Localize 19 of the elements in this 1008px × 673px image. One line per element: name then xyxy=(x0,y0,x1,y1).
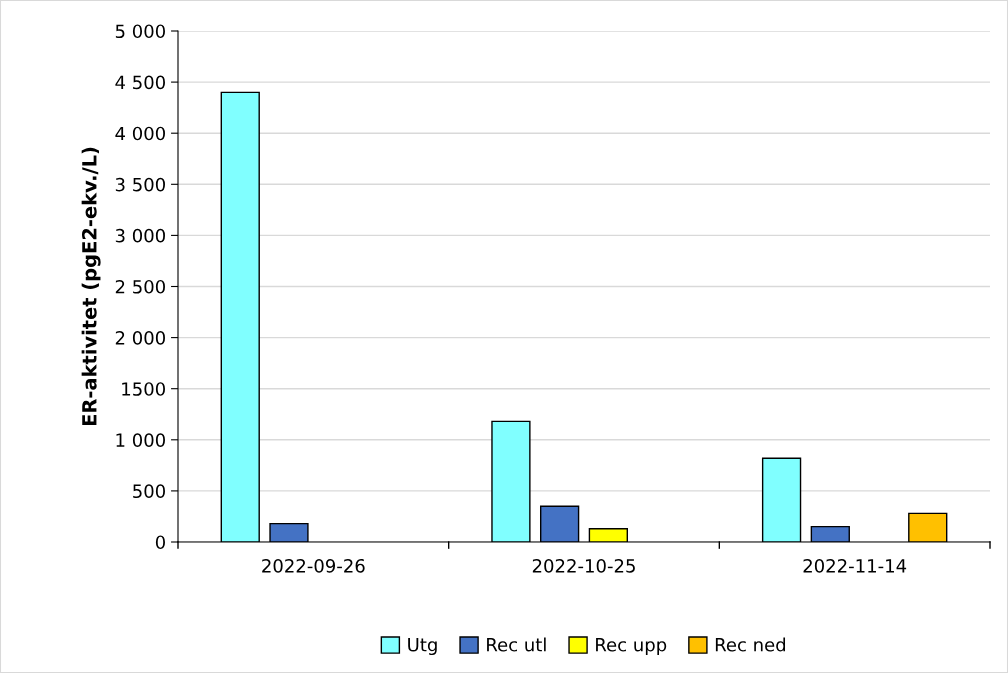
y-tick-label: 2 000 xyxy=(115,331,165,345)
y-tick-label: 1500 xyxy=(122,382,165,396)
x-tick-label: 2022-11-14 xyxy=(803,558,907,573)
y-tick-label: 4 500 xyxy=(115,75,165,90)
legend-label: Utg xyxy=(408,638,437,656)
y-tick-label: 4 000 xyxy=(115,126,165,141)
y-tick-label: 0 xyxy=(155,535,165,550)
legend-label: Rec ned xyxy=(715,637,786,652)
y-axis-title: ER-aktivitet (pgE2-ekv./L) xyxy=(81,147,101,426)
x-tick-label: 2022-10-25 xyxy=(532,558,635,573)
legend-label: Rec utl xyxy=(487,637,546,652)
y-tick-label: 3 000 xyxy=(115,228,165,243)
y-tick-label: 1 000 xyxy=(116,433,165,447)
y-tick-label: 500 xyxy=(133,484,165,499)
y-tick-label: 2 500 xyxy=(115,279,165,294)
x-tick-label: 2022-09-26 xyxy=(262,558,365,573)
legend-label: Rec upp xyxy=(596,638,667,656)
y-tick-label: 3 500 xyxy=(115,177,165,192)
y-tick-label: 5 000 xyxy=(115,24,165,39)
